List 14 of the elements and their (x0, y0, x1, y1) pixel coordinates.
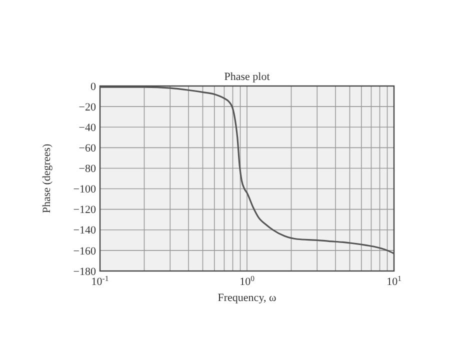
y-tick-label: −80 (78, 163, 96, 176)
y-tick-label: 0 (90, 80, 96, 93)
y-tick-label: −160 (73, 245, 96, 258)
y-tick-label: −140 (73, 224, 96, 237)
y-tick-label: −100 (73, 184, 96, 196)
x-axis-title: Frequency, ω (218, 292, 276, 304)
x-tick-label: 10$^{1}$ (386, 274, 402, 288)
y-tick-label: −120 (73, 204, 96, 216)
y-tick-label: −20 (78, 101, 96, 114)
y-axis-title: Phase (degrees) (41, 144, 53, 214)
x-tick-label: 10$^{0}$ (240, 274, 255, 288)
chart-title: Phase plot (224, 71, 270, 83)
y-tick-label: −40 (78, 122, 96, 134)
y-tick-label: −60 (78, 142, 96, 155)
